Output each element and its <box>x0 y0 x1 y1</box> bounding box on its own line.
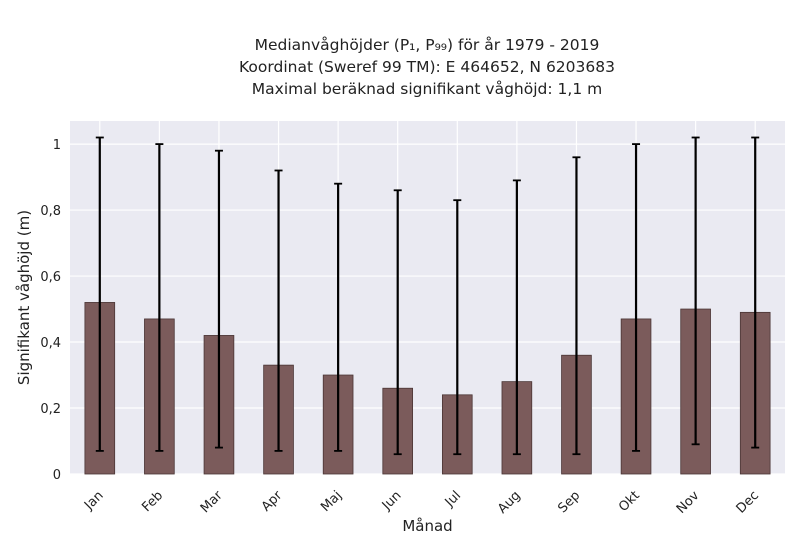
x-axis-label: Månad <box>402 517 452 535</box>
chart-title-line-1: Medianvåghöjder (P₁, P₉₉) för år 1979 - … <box>254 36 600 54</box>
x-tick-label-feb: Feb <box>139 488 166 515</box>
y-axis-ticks: 0 0,2 0,4 0,6 0,8 1 <box>40 138 61 483</box>
plot-area <box>70 121 785 474</box>
y-tick-label: 0,2 <box>40 402 61 417</box>
x-axis-ticks: Jan Feb Mar Apr Maj Jun Jul Aug Sep Okt Nov Dec <box>81 488 762 517</box>
chart-title: Medianvåghöjder (P₁, P₉₉) för år 1979 - … <box>40 34 800 100</box>
error-bars-group <box>95 136 760 456</box>
x-tick-label-maj: Maj <box>318 488 345 515</box>
x-tick-label-sep: Sep <box>555 488 583 516</box>
y-axis-label: Signifikant våghöjd (m) <box>15 210 33 385</box>
chart-title-line-3: Maximal beräknad signifikant våghöjd: 1,… <box>251 80 603 98</box>
x-tick-label-dec: Dec <box>734 488 762 516</box>
x-tick-label-jan: Jan <box>81 488 106 513</box>
x-tick-label-jun: Jun <box>379 488 405 514</box>
x-tick-label-apr: Apr <box>259 488 286 515</box>
x-tick-label-mar: Mar <box>198 488 226 516</box>
x-tick-label-jul: Jul <box>442 488 464 510</box>
y-tick-label: 1 <box>53 138 61 153</box>
x-tick-label-okt: Okt <box>616 488 643 515</box>
chart-title-line-2: Koordinat (Sweref 99 TM): E 464652, N 62… <box>239 58 615 76</box>
y-tick-label: 0 <box>53 468 61 483</box>
x-tick-label-aug: Aug <box>495 488 524 517</box>
y-tick-label: 0,8 <box>40 204 61 219</box>
y-tick-label: 0,6 <box>40 270 61 285</box>
x-tick-label-nov: Nov <box>674 488 703 517</box>
y-tick-label: 0,4 <box>40 336 61 351</box>
